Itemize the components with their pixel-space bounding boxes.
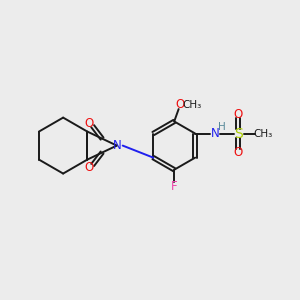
Text: CH₃: CH₃ [254, 128, 273, 139]
Text: O: O [233, 108, 243, 121]
Text: N: N [113, 139, 122, 152]
Text: O: O [233, 146, 243, 159]
Text: N: N [211, 127, 220, 140]
Text: S: S [234, 127, 242, 140]
Text: O: O [176, 98, 185, 111]
Text: F: F [171, 180, 178, 193]
Text: H: H [218, 122, 226, 132]
Text: O: O [85, 161, 94, 174]
Text: O: O [85, 117, 94, 130]
Text: CH₃: CH₃ [183, 100, 202, 110]
